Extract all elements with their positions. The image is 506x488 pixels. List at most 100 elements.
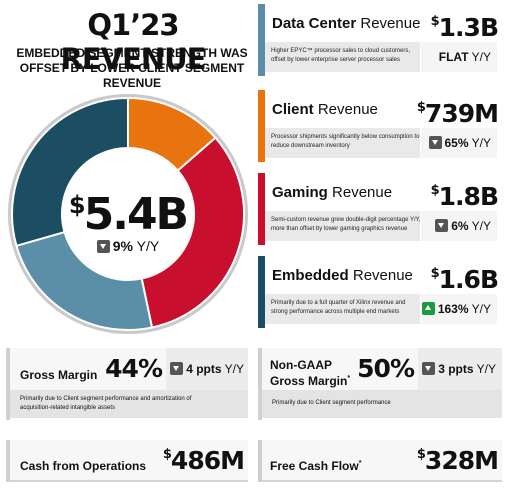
segment-value: $1.3B (431, 7, 499, 43)
segment-name-rest: Revenue (332, 184, 393, 201)
revenue-donut-chart: $5.4B 9% Y/Y (6, 92, 250, 336)
non-gaap-value: 50% (357, 354, 415, 383)
segment-change-box: 163% Y/Y (421, 294, 497, 324)
non-gaap-change-value: 3 ppts (438, 362, 474, 376)
segment-value-number: 1.3B (438, 13, 499, 42)
segment-change-box: FLAT Y/Y (421, 42, 497, 72)
up-arrow-icon (421, 302, 435, 315)
total-revenue-change: 9% Y/Y (6, 238, 250, 254)
total-currency: $ (68, 191, 86, 219)
non-gaap-change-box: 3 ppts Y/Y (418, 348, 502, 390)
segment-value: $1.6B (431, 259, 499, 295)
non-gaap-desc: Primarily due to Client segment performa… (272, 400, 391, 406)
segment-card-data-center: Data Center Revenue $1.3B Higher EPYC™ p… (258, 4, 502, 76)
segment-change-value: FLAT (438, 50, 469, 64)
down-arrow-icon (435, 219, 449, 232)
total-change-value: 9% (112, 238, 133, 254)
donut-slice-embedded (11, 96, 129, 248)
segment-change-unit: Y/Y (471, 136, 491, 150)
donut-svg (8, 94, 248, 334)
segment-currency: $ (416, 100, 426, 115)
cash-value-number: 486M (170, 446, 245, 475)
segment-change: 65% Y/Y (428, 135, 491, 151)
segment-change-value: 6% (451, 219, 469, 233)
segment-change-value: 163% (437, 302, 469, 316)
segment-change-unit: Y/Y (471, 302, 491, 316)
gross-margin-change: 4 ppts Y/Y (170, 362, 244, 376)
card-accent (6, 440, 10, 482)
cash-from-operations-card: Cash from Operations $486M (6, 440, 248, 482)
segment-color-bar (258, 173, 265, 245)
page-title: Q1’23 REVENUE (60, 8, 206, 76)
card-accent (258, 440, 262, 482)
segment-name-bold: Embedded (272, 267, 349, 284)
total-revenue-value: $5.4B (6, 182, 250, 238)
cash-from-operations-value: $486M (163, 446, 245, 475)
total-value: 5.4B (83, 189, 189, 240)
segment-name-rest: Revenue (317, 101, 378, 118)
page-subtitle: EMBEDDED SEGMENT STRENGTH WAS OFFSET BY … (16, 46, 248, 90)
segment-name-rest: Revenue (360, 15, 421, 32)
segment-value: $739M (416, 93, 499, 129)
segment-description-box: Primarily due to a full quarter of Xilin… (265, 294, 420, 324)
fcf-currency: $ (416, 447, 426, 462)
segment-description: Higher EPYC™ processor sales to cloud cu… (271, 48, 411, 63)
gross-margin-value: 44% (105, 354, 163, 383)
segment-change-value: 65% (444, 136, 469, 150)
segment-change: 6% Y/Y (435, 218, 491, 234)
non-gaap-label: Non-GAAP Gross Margin* (270, 358, 350, 388)
non-gaap-change: 3 ppts Y/Y (422, 362, 496, 376)
segment-description: Primarily due to a full quarter of Xilin… (271, 300, 406, 315)
gross-margin-label: Gross Margin (20, 368, 98, 382)
gross-margin-desc: Primarily due to Client segment performa… (20, 396, 192, 411)
free-cash-flow-value: $328M (416, 446, 499, 475)
segment-value-number: 739M (424, 99, 499, 128)
segment-change: 163% Y/Y (421, 301, 491, 317)
segment-color-bar (258, 90, 265, 162)
segment-currency: $ (430, 183, 440, 198)
card-underline (10, 480, 248, 482)
segment-color-bar (258, 256, 265, 328)
card-underline (262, 480, 502, 482)
donut-center (63, 149, 193, 279)
segment-card-gaming: Gaming Revenue $1.8B Semi-custom revenue… (258, 173, 502, 245)
segment-change: FLAT Y/Y (439, 49, 491, 65)
gross-margin-desc-box: Primarily due to Client segment performa… (10, 390, 248, 418)
segment-name: Data Center Revenue (272, 15, 420, 33)
segment-value-number: 1.6B (438, 265, 499, 294)
segment-name-bold: Client (272, 101, 314, 118)
non-gaap-desc-box: Primarily due to Client segment performa… (262, 390, 502, 418)
down-arrow-icon (422, 362, 436, 375)
segment-change-box: 6% Y/Y (421, 211, 497, 241)
segment-card-client: Client Revenue $739M Processor shipments… (258, 90, 502, 162)
non-gaap-header: Non-GAAP Gross Margin* 50% (262, 348, 418, 390)
segment-card-embedded: Embedded Revenue $1.6B Primarily due to … (258, 256, 502, 328)
segment-name-rest: Revenue (352, 267, 413, 284)
cash-from-operations-label: Cash from Operations (20, 459, 147, 473)
segment-change-unit: Y/Y (471, 219, 491, 233)
non-gaap-change-unit: Y/Y (476, 362, 496, 376)
segment-description: Semi-custom revenue grew double-digit pe… (271, 217, 421, 232)
segment-name-bold: Data Center (272, 15, 357, 32)
donut-slice-gaming (140, 136, 245, 329)
donut-slice-data-center (15, 230, 154, 331)
segment-name: Client Revenue (272, 101, 378, 119)
segment-value: $1.8B (430, 176, 499, 212)
gross-margin-card: Gross Margin 44% 4 ppts Y/Y Primarily du… (6, 348, 248, 420)
free-cash-flow-label: Free Cash Flow* (270, 459, 361, 473)
free-cash-flow-footnote: * (358, 460, 362, 467)
segment-value-number: 1.8B (438, 182, 499, 211)
gross-margin-change-unit: Y/Y (224, 362, 244, 376)
card-accent (258, 348, 262, 420)
segment-name: Gaming Revenue (272, 184, 392, 202)
segment-description-box: Semi-custom revenue grew double-digit pe… (265, 211, 421, 241)
free-cash-flow-label-text: Free Cash Flow (270, 459, 359, 473)
card-accent (6, 348, 10, 420)
segment-change-unit: Y/Y (471, 50, 491, 64)
non-gaap-gross-margin-card: Non-GAAP Gross Margin* 50% 3 ppts Y/Y Pri… (258, 348, 502, 420)
segment-name-bold: Gaming (272, 184, 328, 201)
segment-change-box: 65% Y/Y (421, 128, 497, 158)
down-arrow-icon (428, 136, 442, 149)
segment-description-box: Processor shipments significantly below … (265, 128, 420, 158)
gross-margin-change-box: 4 ppts Y/Y (166, 348, 248, 390)
